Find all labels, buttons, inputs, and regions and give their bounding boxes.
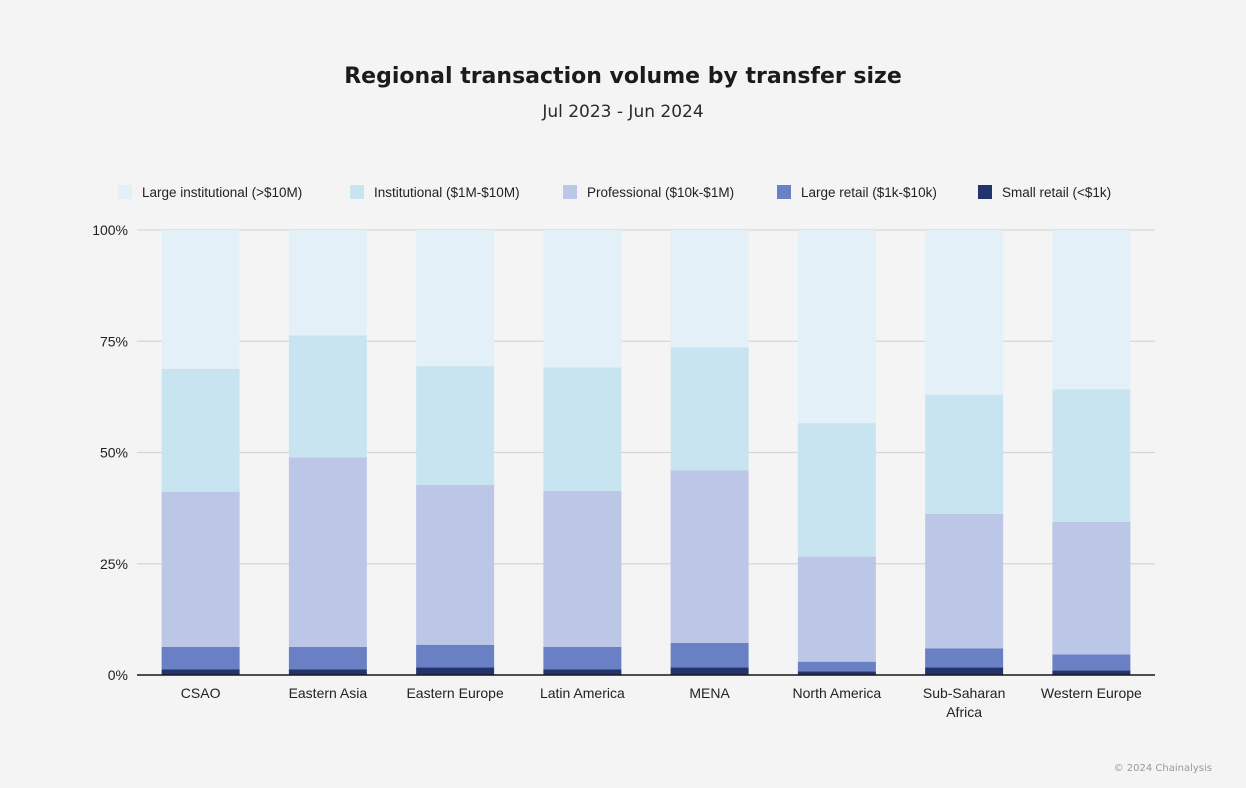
bar-segment bbox=[925, 230, 1004, 395]
bar-segment bbox=[1052, 654, 1131, 671]
bar-segment bbox=[416, 484, 495, 645]
bar-segment bbox=[416, 230, 495, 367]
legend-label: Institutional ($1M-$10M) bbox=[374, 185, 520, 200]
bar-stack bbox=[797, 230, 876, 675]
bar-segment bbox=[288, 335, 367, 458]
bar-segment bbox=[925, 513, 1004, 649]
bar-segment bbox=[797, 661, 876, 672]
x-tick-label: Latin America bbox=[540, 685, 625, 701]
bar-segment bbox=[797, 671, 876, 675]
x-tick-label: Western Europe bbox=[1041, 685, 1142, 701]
bar-stack bbox=[670, 230, 749, 675]
x-tick-label: Eastern Asia bbox=[289, 685, 368, 701]
bar-stack bbox=[543, 230, 622, 675]
legend-label: Small retail (<$1k) bbox=[1002, 185, 1111, 200]
bar-segment bbox=[670, 230, 749, 348]
y-tick-label: 0% bbox=[108, 667, 128, 683]
bar-segment bbox=[797, 556, 876, 662]
bar-segment bbox=[1052, 230, 1131, 390]
x-tick-label: North America bbox=[793, 685, 882, 701]
bar-segment bbox=[161, 669, 240, 675]
bar-segment bbox=[543, 367, 622, 491]
x-tick-label: CSAO bbox=[181, 685, 221, 701]
bar-segment bbox=[670, 642, 749, 668]
bar-stack bbox=[288, 230, 367, 675]
bar-segment bbox=[416, 644, 495, 668]
bar-segment bbox=[543, 669, 622, 675]
bar-segment bbox=[925, 667, 1004, 675]
bar-segment bbox=[925, 648, 1004, 668]
bar-segment bbox=[416, 667, 495, 675]
legend: Large institutional (>$10M) Institutional… bbox=[118, 185, 1111, 200]
chart-title: Regional transaction volume by transfer … bbox=[344, 64, 902, 89]
y-tick-label: 75% bbox=[100, 333, 128, 349]
bar-segment bbox=[288, 230, 367, 336]
bar-segment bbox=[670, 667, 749, 675]
bar-segment bbox=[797, 230, 876, 424]
legend-item: Small retail (<$1k) bbox=[978, 185, 1111, 200]
bar-stack bbox=[925, 230, 1004, 675]
bar-segment bbox=[161, 230, 240, 369]
bar-segment bbox=[288, 646, 367, 670]
legend-label: Large retail ($1k-$10k) bbox=[801, 185, 937, 200]
legend-swatch bbox=[563, 185, 577, 199]
bar-segment bbox=[288, 457, 367, 647]
copyright-footer: © 2024 Chainalysis bbox=[1113, 763, 1212, 774]
x-tick-label: Eastern Europe bbox=[406, 685, 503, 701]
y-tick-label: 100% bbox=[92, 222, 128, 238]
y-tick-label: 50% bbox=[100, 445, 128, 461]
bar-segment bbox=[161, 491, 240, 647]
bar-segment bbox=[670, 347, 749, 471]
legend-item: Large retail ($1k-$10k) bbox=[777, 185, 937, 200]
bar-stack bbox=[416, 230, 495, 675]
legend-item: Professional ($10k-$1M) bbox=[563, 185, 734, 200]
bar-segment bbox=[543, 490, 622, 647]
legend-label: Large institutional (>$10M) bbox=[142, 185, 302, 200]
legend-swatch bbox=[978, 185, 992, 199]
bar-segment bbox=[416, 366, 495, 485]
chart-subtitle: Jul 2023 - Jun 2024 bbox=[542, 102, 704, 122]
legend-swatch bbox=[118, 185, 132, 199]
bars bbox=[161, 230, 1131, 675]
bar-segment bbox=[288, 669, 367, 675]
bar-segment bbox=[161, 368, 240, 492]
legend-item: Institutional ($1M-$10M) bbox=[350, 185, 520, 200]
x-tick-label: MENA bbox=[689, 685, 730, 701]
x-tick-label: Sub-Saharan Africa bbox=[923, 685, 1006, 720]
bar-segment bbox=[1052, 521, 1131, 655]
bar-stack bbox=[161, 230, 240, 675]
y-tick-label: 25% bbox=[100, 556, 128, 572]
legend-item: Large institutional (>$10M) bbox=[118, 185, 302, 200]
legend-swatch bbox=[350, 185, 364, 199]
bar-segment bbox=[543, 646, 622, 670]
bar-segment bbox=[797, 423, 876, 557]
bar-segment bbox=[670, 470, 749, 643]
legend-swatch bbox=[777, 185, 791, 199]
bar-segment bbox=[1052, 389, 1131, 522]
bar-segment bbox=[925, 394, 1004, 514]
legend-label: Professional ($10k-$1M) bbox=[587, 185, 734, 200]
bar-segment bbox=[1052, 670, 1131, 675]
bar-stack bbox=[1052, 230, 1131, 675]
bar-segment bbox=[543, 230, 622, 368]
bar-segment bbox=[161, 646, 240, 670]
axis: 0% 25% 50% 75% 100% CSAO Eastern Asia Eastern E… bbox=[92, 222, 1155, 720]
